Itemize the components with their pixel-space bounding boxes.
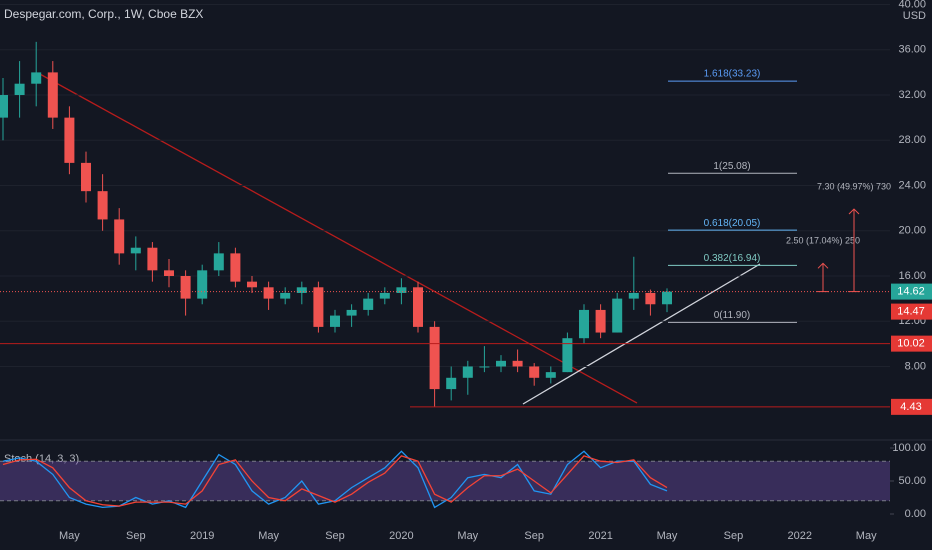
candle-body [628, 292, 639, 299]
y-tick-label: 16.00 [898, 270, 926, 282]
candle-body [346, 309, 357, 316]
candle-body [64, 117, 75, 163]
y-tick-label: 28.00 [898, 134, 926, 146]
candle-body [645, 292, 656, 305]
price-label-box [891, 303, 932, 320]
candle-body [81, 162, 91, 192]
indicator-label: Stoch (14, 3, 3) [4, 453, 79, 465]
x-tick-label: Sep [126, 530, 146, 542]
candle-body [31, 72, 42, 84]
x-tick-label: Sep [325, 530, 345, 542]
stoch-band [0, 461, 890, 501]
candle-body [164, 270, 174, 276]
x-tick-label: 2021 [588, 530, 612, 542]
candle-body [330, 315, 340, 327]
x-tick-label: May [258, 530, 279, 542]
candle-body [545, 372, 556, 378]
trend-line [37, 72, 638, 404]
candle-body [612, 298, 623, 333]
arrow-head [817, 262, 829, 269]
stoch-tick-label: 100.00 [892, 442, 926, 454]
candle-body [662, 291, 672, 305]
price-label: 10.02 [897, 338, 925, 350]
stoch-line [2, 455, 668, 507]
measure-label: 7.30 (49.97%) 730 [817, 181, 891, 191]
candle-body [496, 360, 506, 367]
fib-label: 0.618(20.05) [704, 218, 761, 229]
candle-body [579, 309, 589, 339]
x-tick-label: May [59, 530, 80, 542]
fib-label: 0.382(16.94) [704, 253, 761, 264]
candle-body [97, 191, 108, 220]
candle-body [296, 287, 307, 293]
stoch-line [2, 450, 668, 509]
candle-body [396, 287, 407, 293]
x-tick-label: Sep [724, 530, 744, 542]
price-label-box [891, 398, 932, 415]
candle-body [280, 292, 291, 299]
fib-label: 1.618(33.23) [704, 69, 761, 80]
candle-body [379, 292, 390, 299]
arrow-head [848, 208, 860, 215]
candle-body [446, 377, 457, 390]
candle-body [413, 287, 423, 327]
candle-body [462, 366, 473, 378]
candle-body [595, 309, 606, 333]
x-tick-label: May [657, 530, 678, 542]
stoch-tick-label: 50.00 [898, 475, 926, 487]
x-tick-label: Sep [524, 530, 544, 542]
candle-body [263, 287, 274, 299]
candle-body [313, 287, 324, 327]
currency: USD [903, 10, 926, 22]
y-tick-label: 40.00 [898, 0, 926, 10]
y-tick-label: 8.00 [905, 360, 926, 372]
price-label: 14.62 [897, 286, 925, 298]
candle-body [230, 253, 241, 282]
candle-body [14, 83, 25, 96]
candle-body [130, 247, 141, 254]
y-tick-label: 20.00 [898, 225, 926, 237]
candle-body [0, 95, 8, 118]
price-label: 4.43 [900, 401, 921, 413]
candle-body [213, 253, 224, 271]
chart-title: Despegar.com, Corp., 1W, Cboe BZX [4, 7, 203, 21]
candle-body [197, 270, 208, 299]
candle-body [429, 326, 440, 390]
y-tick-label: 32.00 [898, 89, 926, 101]
candle-body [147, 247, 158, 271]
x-tick-label: May [457, 530, 478, 542]
fib-label: 1(25.08) [713, 161, 750, 172]
x-tick-label: 2022 [788, 530, 812, 542]
x-tick-label: May [856, 530, 877, 542]
price-label: 14.47 [897, 306, 925, 318]
trend-line [522, 263, 761, 405]
candle-body [479, 366, 490, 368]
candle-body [47, 72, 58, 118]
candle-body [529, 366, 540, 378]
candle-body [562, 338, 573, 373]
candle-body [247, 281, 257, 288]
x-tick-label: 2019 [190, 530, 214, 542]
fib-label: 0(11.90) [714, 310, 751, 321]
candle-body [114, 219, 125, 254]
price-label-box [891, 283, 932, 300]
candle-body [363, 298, 374, 310]
y-tick-label: 24.00 [898, 179, 926, 191]
x-tick-label: 2020 [389, 530, 413, 542]
stoch-tick-label: 0.00 [905, 508, 926, 520]
y-tick-label: 36.00 [898, 44, 926, 56]
candle-body [512, 360, 523, 367]
measure-label: 2.50 (17.04%) 250 [786, 236, 860, 246]
candle-body [180, 275, 191, 299]
price-label-box [891, 335, 932, 352]
